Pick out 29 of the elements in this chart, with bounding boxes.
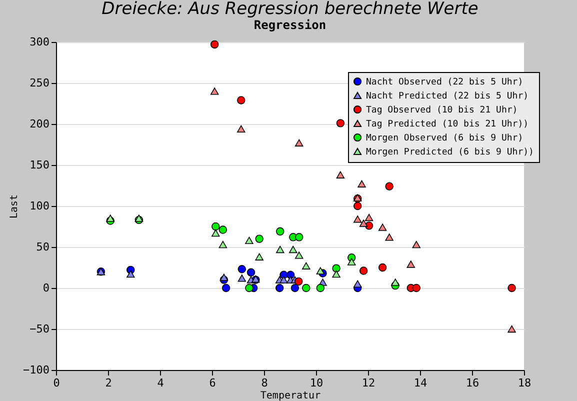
x-tick-label: 10 [310, 376, 324, 390]
x-tick-label: 2 [105, 376, 112, 390]
legend-label: Tag Predicted (10 bis 21 Uhr)) [366, 120, 529, 130]
y-tick-label: 250 [30, 76, 50, 90]
legend-label: Morgen Predicted (6 bis 9 Uhr)) [366, 148, 534, 158]
chart-title: Dreiecke: Aus Regression berechnete Werte [102, 0, 478, 19]
y-tick-label: −50 [30, 322, 50, 336]
y-tick-label: 200 [30, 118, 50, 130]
y-tick-label: 50 [36, 240, 50, 254]
y-axis-title: Last [9, 194, 20, 219]
x-tick-label: 6 [209, 376, 216, 390]
legend-label: Morgen Observed (6 bis 9 Uhr) [366, 134, 524, 144]
x-tick-label: 14 [414, 376, 428, 390]
legend-label: Tag Observed (10 bis 21 Uhr) [366, 106, 518, 116]
legend-label: Nacht Predicted (22 bis 5 Uhr) [366, 92, 529, 102]
y-tick-label: 0 [42, 282, 50, 294]
legend-label: Nacht Observed (22 bis 5 Uhr) [366, 78, 524, 88]
x-tick-label: 0 [53, 376, 60, 390]
chart-subtitle: Regression [254, 18, 326, 32]
y-tick-label: 300 [30, 36, 50, 48]
y-tick-label: 100 [30, 200, 50, 212]
x-tick-label: 8 [261, 376, 268, 390]
x-tick-label: 12 [362, 376, 376, 390]
y-tick-label: −100 [23, 364, 50, 376]
x-tick-label: 16 [466, 376, 480, 390]
x-tick-label: 18 [518, 376, 532, 390]
x-tick-label: 4 [157, 376, 164, 390]
x-axis-title: Temperatur [260, 390, 321, 401]
y-tick-label: 150 [30, 158, 50, 172]
